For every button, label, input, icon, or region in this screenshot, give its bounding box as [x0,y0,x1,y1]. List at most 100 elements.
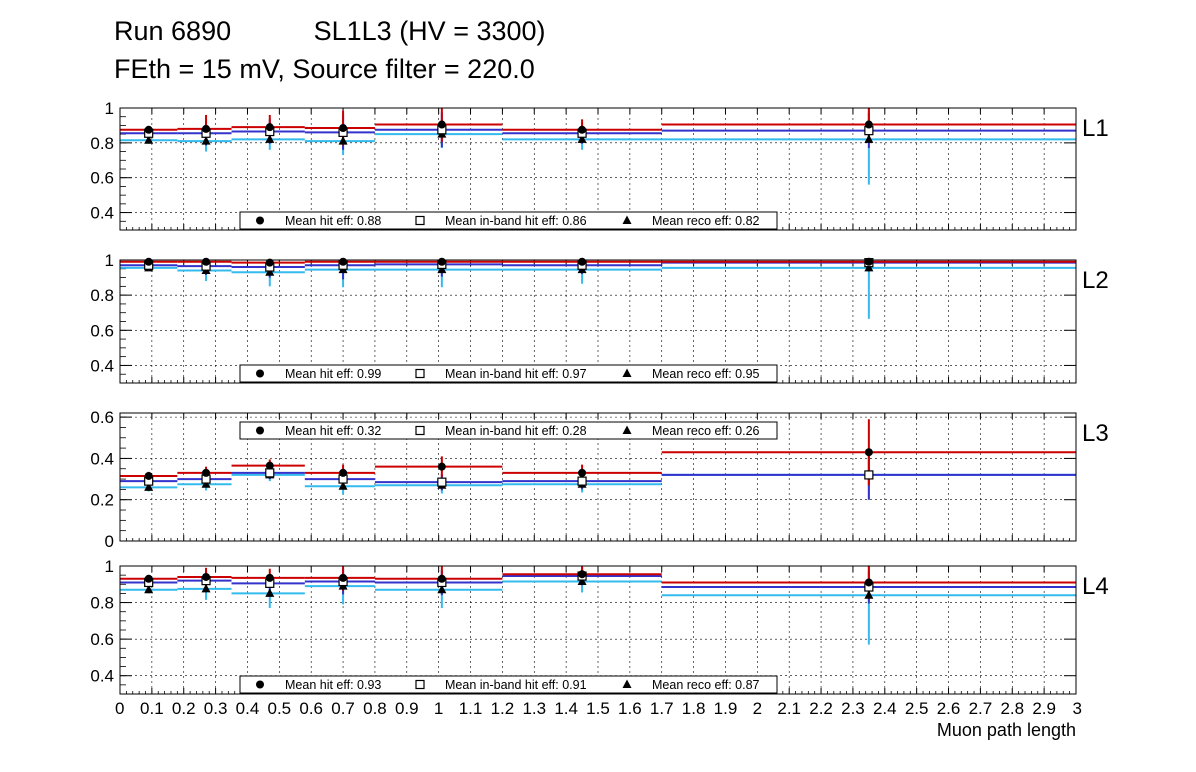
reco-point [577,576,587,586]
x-tick-label: 3 [1073,699,1082,718]
legend-inband-label: Mean in-band hit eff: 0.97 [445,367,587,381]
hit-point [144,257,153,266]
legend-reco-marker [622,368,632,377]
inband-point [864,470,874,480]
reco-point [144,584,154,594]
legend-hit-marker [256,216,264,225]
layer-label: L4 [1082,573,1109,600]
x-tick-label: 2 [753,699,762,718]
legend-hit-label: Mean hit eff: 0.99 [285,367,381,381]
y-tick-label: 1 [105,99,114,118]
hit-point [864,257,873,266]
legend-hit-label: Mean hit eff: 0.32 [285,424,381,438]
reco-point [144,135,154,144]
layer-label: L1 [1082,115,1109,142]
legend: Mean hit eff: 0.93 Mean in-band hit eff: … [239,675,778,694]
inband-point [437,477,447,487]
y-tick-label: 0.8 [90,286,114,305]
x-tick-label: 1.9 [714,699,738,718]
hit-point [339,257,348,266]
x-tick-label: 0.1 [140,699,164,718]
y-tick-label: 0.6 [90,321,114,340]
x-tick-label: 2.1 [777,699,801,718]
x-tick-label: 1.1 [459,699,483,718]
panel-l2: 0.4 0.6 0.8 1 Mean hit eff: 0.99 Mean in-band… [90,251,1109,384]
hit-point [202,468,211,477]
hit-point [202,124,211,133]
y-tick-label: 0.8 [90,134,114,153]
y-tick-label: 1 [105,251,114,270]
x-tick-label: 1.4 [554,699,578,718]
layer-label: L3 [1082,420,1109,447]
reco-point [338,136,348,145]
y-tick-label: 0.4 [90,667,114,686]
reco-point [437,584,447,594]
x-tick-label: 1.3 [522,699,546,718]
hit-point [339,468,348,477]
y-tick-label: 0 [105,532,114,551]
inband-point [577,476,587,486]
plot-frame [119,412,1077,542]
legend-box [239,364,778,383]
y-tick-label: 0.2 [90,491,114,510]
legend-reco-label: Mean reco eff: 0.95 [652,367,760,381]
plot-frame [119,259,1077,384]
hit-point [437,120,446,129]
reco-point [144,482,154,491]
legend-reco-label: Mean reco eff: 0.82 [652,214,760,228]
hit-point [864,448,873,457]
hit-point [864,578,873,587]
legend: Mean hit eff: 0.88 Mean in-band hit eff: … [239,211,778,230]
y-tick-label: 0.4 [90,204,114,223]
legend-reco-marker [622,679,632,688]
hit-point [144,471,153,480]
legend-inband-label: Mean in-band hit eff: 0.91 [445,678,587,692]
legend-hit-marker [256,426,264,435]
x-tick-label: 0.3 [204,699,228,718]
x-tick-label: 2.2 [809,699,833,718]
plot-area [120,566,1076,694]
panel-l1: 0.4 0.6 0.8 1 Mean hit eff: 0.88 Mean in-band… [90,99,1109,231]
x-tick-label: 0.4 [236,699,260,718]
hit-point [202,257,211,266]
x-tick-label: 1 [434,699,443,718]
hit-point [144,574,153,583]
x-tick-label: 0.8 [363,699,387,718]
inband-point [265,468,275,478]
x-tick-label: 0.9 [395,699,419,718]
hit-point [265,258,274,267]
hit-point [578,257,587,266]
reco-point [201,583,211,593]
legend-box [239,421,778,440]
run-title: Run 6890 SL1L3 (HV = 3300) [114,16,546,46]
hit-point [265,573,274,582]
x-tick-label: 1.6 [618,699,642,718]
y-tick-label: 0.6 [90,630,114,649]
y-tick-label: 0.6 [90,169,114,188]
legend-inband-marker [415,425,425,436]
reco-point [265,588,275,597]
y-tick-label: 0.4 [90,449,114,468]
x-tick-label: 2.3 [841,699,865,718]
x-tick-label: 0.5 [268,699,292,718]
y-tick-label: 0.4 [90,356,114,375]
legend-reco-marker [622,215,632,224]
legend: Mean hit eff: 0.99 Mean in-band hit eff: … [239,364,778,383]
x-tick-label: 2.4 [873,699,897,718]
settings-subtitle: FEth = 15 mV, Source filter = 220.0 [114,54,535,84]
hit-point [864,120,873,129]
x-tick-label: 1.5 [586,699,610,718]
x-tick-label: 0 [115,699,124,718]
hit-point [339,124,348,133]
legend-hit-marker [256,369,264,378]
reco-point [265,134,275,143]
legend-inband-marker [415,368,425,379]
panel-l3: 0 0.2 0.4 0.6 Mean hit eff: 0.32 Mean in-band… [90,408,1108,551]
hit-point [265,461,274,470]
x-tick-label: 0.6 [299,699,323,718]
reco-point [338,481,348,490]
legend-inband-label: Mean in-band hit eff: 0.28 [445,424,587,438]
reco-point [577,134,587,143]
x-tick-label: 1.7 [650,699,674,718]
